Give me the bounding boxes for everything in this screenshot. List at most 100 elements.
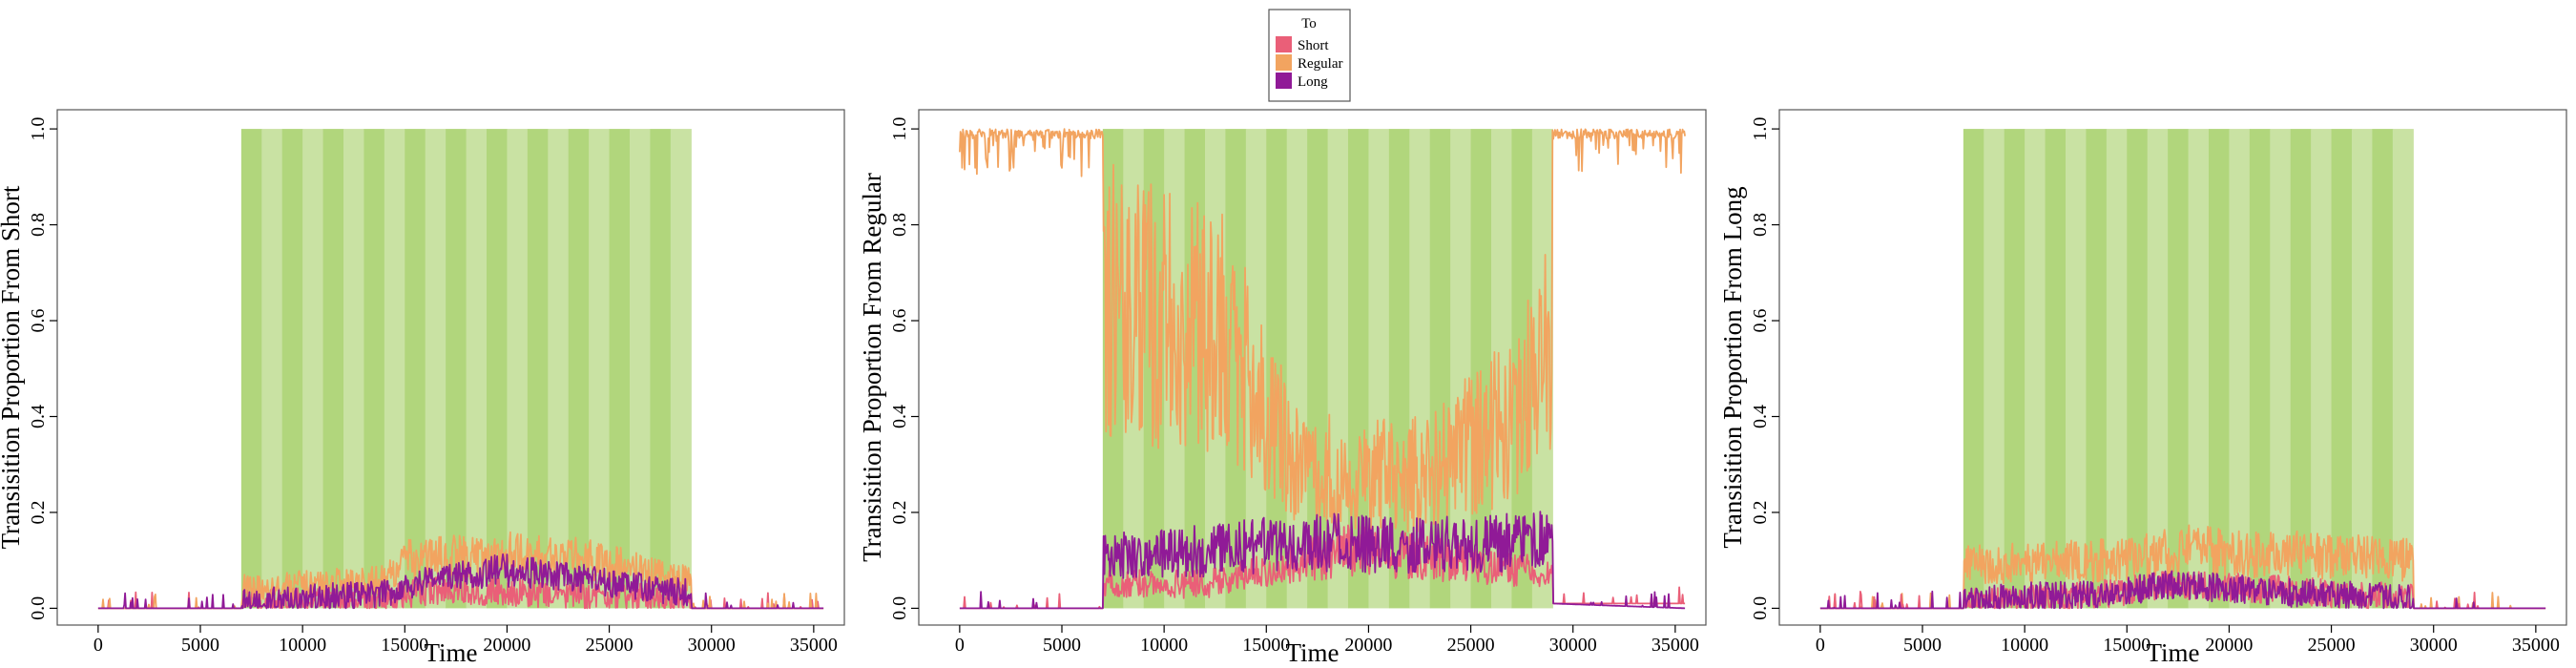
legend: To Short Regular Long xyxy=(1268,9,1351,102)
x-tick-label: 25000 xyxy=(586,635,634,656)
highlight-stripe xyxy=(2270,129,2292,609)
legend-title: To xyxy=(1301,16,1317,31)
highlight-stripe xyxy=(2331,129,2353,609)
series-line-long xyxy=(959,511,1686,610)
y-tick-label: 0.2 xyxy=(28,500,49,524)
highlight-stripe xyxy=(466,129,488,609)
x-tick-label: 5000 xyxy=(1903,635,1942,656)
chart-panel-3: 0.0 0.2 0.4 0.6 0.8 1.0 0 5000 10000 15000 20000 25… xyxy=(1718,109,2567,667)
highlight-stripe xyxy=(446,129,467,609)
legend-label-long: Long xyxy=(1298,74,1328,90)
chart-panel-1: 0.0 0.2 0.4 0.6 0.8 1.0 0 5000 10000 15000 20000 25… xyxy=(0,109,845,667)
plot-frame xyxy=(1778,109,2567,626)
highlight-stripe xyxy=(1470,129,1492,609)
chart-panel-2: 0.0 0.2 0.4 0.6 0.8 1.0 0 5000 10000 15000 20000 25… xyxy=(858,109,1707,667)
highlight-stripe xyxy=(548,129,570,609)
x-tick-label: 15000 xyxy=(381,635,428,656)
y-tick-label: 0.0 xyxy=(1750,596,1771,620)
highlight-stripe xyxy=(1225,129,1247,609)
x-tick-label: 20000 xyxy=(483,635,530,656)
highlight-stripe xyxy=(2290,129,2312,609)
y-tick-label: 1.0 xyxy=(889,117,910,141)
highlight-stripe xyxy=(2352,129,2374,609)
highlight-stripe xyxy=(1184,129,1206,609)
y-axis-title: Transisition Proportion From Short xyxy=(0,185,25,549)
highlight-stripe xyxy=(1531,129,1553,609)
highlight-stripe xyxy=(2127,129,2149,609)
highlight-stripe xyxy=(261,129,283,609)
y-tick-label: 0.0 xyxy=(28,596,49,620)
x-tick-label: 30000 xyxy=(1549,635,1597,656)
highlight-stripe xyxy=(650,129,672,609)
highlight-stripe xyxy=(322,129,344,609)
plot-frame xyxy=(918,109,1707,626)
highlight-stripe xyxy=(2311,129,2333,609)
y-tick-label: 0.8 xyxy=(1750,213,1771,237)
highlight-stripe xyxy=(2147,129,2169,609)
y-tick-label: 0.6 xyxy=(28,309,49,333)
series-line-regular xyxy=(959,128,1686,534)
y-axis-title: Transisition Proportion From Regular xyxy=(858,173,886,562)
x-tick-label: 10000 xyxy=(2001,635,2048,656)
highlight-stripe xyxy=(384,129,405,609)
highlight-stripe xyxy=(2372,129,2394,609)
highlight-stripe xyxy=(2066,129,2088,609)
legend-swatch-regular xyxy=(1276,54,1292,71)
x-tick-label: 0 xyxy=(955,635,965,656)
y-tick-label: 0.0 xyxy=(889,596,910,620)
y-tick-label: 1.0 xyxy=(28,117,49,141)
highlight-stripe xyxy=(609,129,631,609)
x-tick-label: 20000 xyxy=(1344,635,1392,656)
highlight-stripe xyxy=(302,129,324,609)
highlight-stripe xyxy=(527,129,549,609)
y-tick-label: 0.2 xyxy=(889,500,910,524)
x-tick-label: 10000 xyxy=(279,635,326,656)
highlight-stripe xyxy=(2045,129,2067,609)
x-tick-label: 15000 xyxy=(2103,635,2150,656)
x-tick-label: 30000 xyxy=(2410,635,2458,656)
y-tick-label: 0.8 xyxy=(28,213,49,237)
highlight-stripe xyxy=(589,129,611,609)
highlight-stripe xyxy=(670,129,692,609)
highlight-stripe xyxy=(568,129,590,609)
y-tick-label: 0.4 xyxy=(1750,405,1771,428)
highlight-stripe xyxy=(2209,129,2231,609)
x-tick-label: 20000 xyxy=(2205,635,2253,656)
highlight-stripe xyxy=(2168,129,2190,609)
x-tick-label: 0 xyxy=(93,635,103,656)
legend-label-short: Short xyxy=(1298,38,1329,53)
x-tick-label: 0 xyxy=(1816,635,1825,656)
highlight-stripe xyxy=(2249,129,2271,609)
y-tick-label: 0.8 xyxy=(889,213,910,237)
y-tick-label: 1.0 xyxy=(1750,117,1771,141)
x-tick-label: 10000 xyxy=(1140,635,1188,656)
x-tick-label: 15000 xyxy=(1242,635,1290,656)
highlight-stripe xyxy=(1963,129,1984,609)
x-tick-label: 5000 xyxy=(1043,635,1081,656)
x-tick-label: 35000 xyxy=(2512,635,2560,656)
highlight-stripe xyxy=(2229,129,2251,609)
x-axis-title: Time xyxy=(2146,638,2199,667)
y-tick-label: 0.4 xyxy=(889,405,910,428)
highlight-stripe xyxy=(2188,129,2210,609)
highlight-stripe xyxy=(630,129,652,609)
highlight-stripe xyxy=(240,129,262,609)
x-tick-label: 25000 xyxy=(1447,635,1495,656)
legend-swatch-long xyxy=(1276,73,1292,89)
x-tick-label: 30000 xyxy=(688,635,736,656)
series-line-long xyxy=(97,553,824,610)
legend-label-regular: Regular xyxy=(1298,56,1342,72)
highlight-stripe xyxy=(281,129,303,609)
series-line-long xyxy=(1819,570,2546,610)
highlight-stripe xyxy=(2106,129,2128,609)
highlight-stripe xyxy=(487,129,509,609)
x-axis-title: Time xyxy=(424,638,477,667)
highlight-stripe xyxy=(364,129,385,609)
plot-frame xyxy=(56,109,845,626)
x-tick-label: 35000 xyxy=(1652,635,1699,656)
highlight-stripe xyxy=(405,129,426,609)
x-tick-label: 35000 xyxy=(790,635,838,656)
highlight-stripe xyxy=(2025,129,2046,609)
highlight-stripe xyxy=(2086,129,2108,609)
legend-swatch-short xyxy=(1276,36,1292,52)
